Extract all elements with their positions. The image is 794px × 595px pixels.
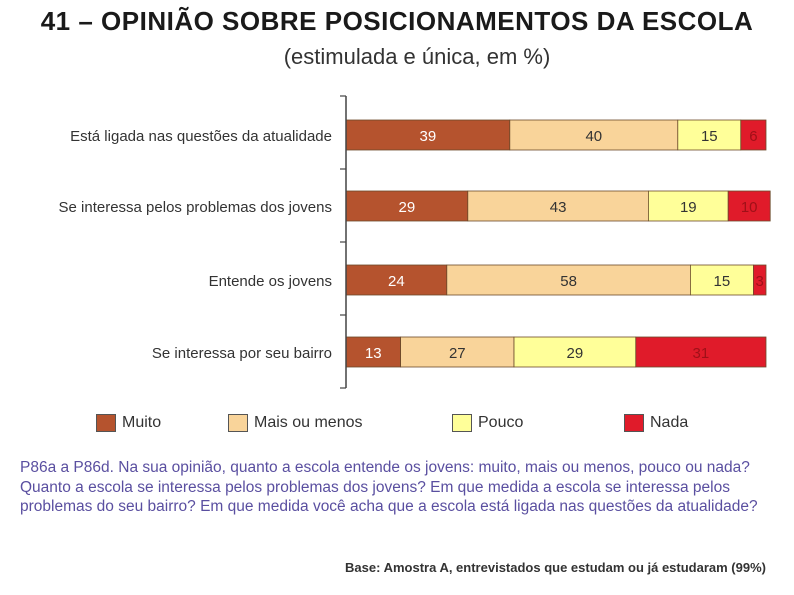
chart-title: 41 – OPINIÃO SOBRE POSICIONAMENTOS DA ES… — [40, 6, 754, 36]
stacked-bar-chart: Está ligada nas questões da atualidade 39… — [59, 95, 771, 389]
data-label-pouco-1: 15 — [701, 128, 718, 145]
bar-nada-1 — [740, 119, 767, 151]
bar-pouco-2 — [648, 190, 729, 222]
legend-item-muito: Muito — [96, 412, 161, 434]
bar-mais-ou-menos-2 — [467, 190, 649, 222]
base-note: Base: Amostra A, entrevistados que estud… — [345, 560, 766, 575]
legend-item-pouco: Pouco — [452, 412, 523, 434]
data-label-mais-ou-menos-2: 43 — [550, 199, 567, 216]
question-text: P86a a P86d. Na sua opinião, quanto a es… — [20, 459, 758, 515]
data-label-mais-ou-menos-1: 40 — [585, 128, 602, 145]
bar-pouco-3 — [690, 264, 754, 296]
legend-label-mais-ou-menos: Mais ou menos — [254, 414, 363, 431]
data-label-nada-3: 3 — [756, 273, 764, 290]
data-label-pouco-2: 19 — [680, 199, 697, 216]
data-label-pouco-4: 29 — [567, 345, 584, 362]
category-label-se-interessa-pelos-problemas-dos-jovens: Se interessa pelos problemas dos jovens — [59, 199, 333, 216]
bar-nada-4 — [635, 336, 767, 368]
legend-label-pouco: Pouco — [478, 414, 524, 431]
data-label-mais-ou-menos-3: 58 — [560, 273, 577, 290]
data-label-muito-3: 24 — [388, 273, 405, 290]
data-label-muito-2: 29 — [399, 199, 416, 216]
data-label-muito-1: 39 — [420, 128, 437, 145]
data-label-pouco-3: 15 — [714, 273, 731, 290]
category-label-entende-os-jovens: Entende os jovens — [209, 273, 332, 290]
category-label-se-interessa-por-seu-bairro: Se interessa por seu bairro — [152, 345, 332, 362]
legend-label-muito: Muito — [122, 414, 162, 431]
data-label-nada-4: 31 — [693, 345, 710, 362]
bar-mais-ou-menos-4 — [400, 336, 515, 368]
bar-nada-3 — [753, 264, 767, 296]
legend-swatch-muito — [96, 414, 116, 432]
category-label-esta-ligada-nas-questoes-da-atualidade: Está ligada nas questões da atualidade — [70, 128, 332, 145]
legend-swatch-pouco — [452, 414, 472, 432]
data-label-mais-ou-menos-4: 27 — [449, 345, 466, 362]
bar-mais-ou-menos-3 — [446, 264, 691, 296]
data-label-muito-4: 13 — [365, 345, 382, 362]
bar-nada-2 — [727, 190, 771, 222]
chart-subtitle: (estimulada e única, em %) — [283, 44, 551, 69]
data-label-nada-2: 10 — [741, 199, 758, 216]
bar-muito-1 — [345, 119, 511, 151]
legend-swatch-nada — [624, 414, 644, 432]
bar-muito-3 — [345, 264, 448, 296]
data-label-nada-1: 6 — [749, 128, 757, 145]
legend-swatch-mais-ou-menos — [228, 414, 248, 432]
legend-label-nada: Nada — [650, 414, 689, 431]
legend-item-mais-ou-menos: Mais ou menos — [228, 412, 363, 434]
bar-muito-2 — [345, 190, 469, 222]
bar-pouco-4 — [513, 336, 637, 368]
legend-item-nada: Nada — [624, 412, 688, 434]
